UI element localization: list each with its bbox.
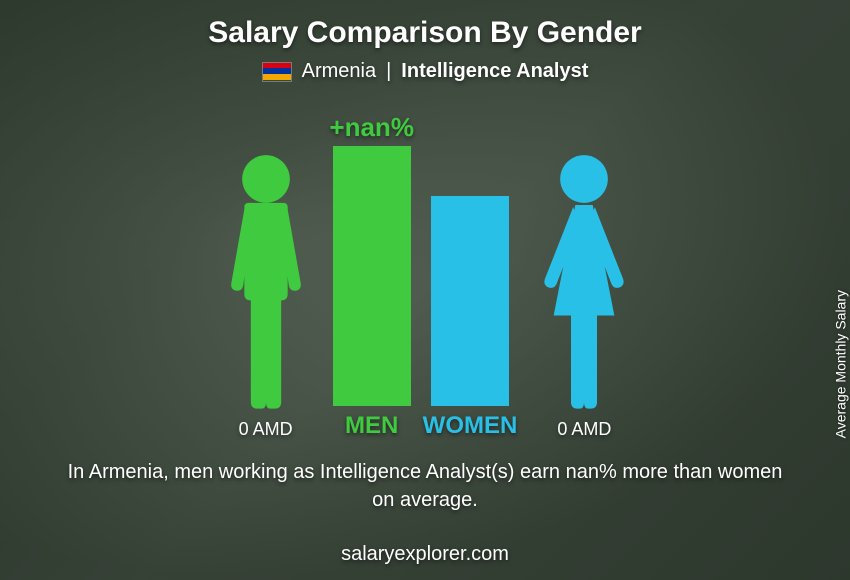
page-title: Salary Comparison By Gender	[0, 0, 850, 50]
men-bar-wrap: +nan% MEN	[333, 146, 411, 440]
difference-label: +nan%	[329, 112, 414, 143]
women-bar-wrap: WOMEN	[423, 196, 518, 440]
job-title-label: Intelligence Analyst	[401, 60, 588, 83]
separator: |	[386, 60, 391, 83]
female-figure: 0 AMD	[529, 153, 639, 440]
female-person-icon	[529, 153, 639, 413]
country-label: Armenia	[302, 60, 376, 83]
description-text: In Armenia, men working as Intelligence …	[60, 458, 790, 514]
men-bar	[333, 146, 411, 406]
flag-stripe-3	[263, 74, 291, 80]
women-label: WOMEN	[423, 412, 518, 440]
women-bar	[431, 196, 509, 406]
flag-icon	[262, 62, 292, 82]
subtitle: Armenia | Intelligence Analyst	[0, 60, 850, 83]
chart-area: 0 AMD +nan% MEN WOMEN	[0, 110, 850, 440]
men-amount: 0 AMD	[239, 419, 293, 440]
male-figure: 0 AMD	[211, 153, 321, 440]
male-person-icon	[211, 153, 321, 413]
men-label: MEN	[345, 412, 398, 440]
footer-link: salaryexplorer.com	[0, 543, 850, 566]
y-axis-label: Average Monthly Salary	[832, 290, 848, 438]
women-amount: 0 AMD	[557, 419, 611, 440]
